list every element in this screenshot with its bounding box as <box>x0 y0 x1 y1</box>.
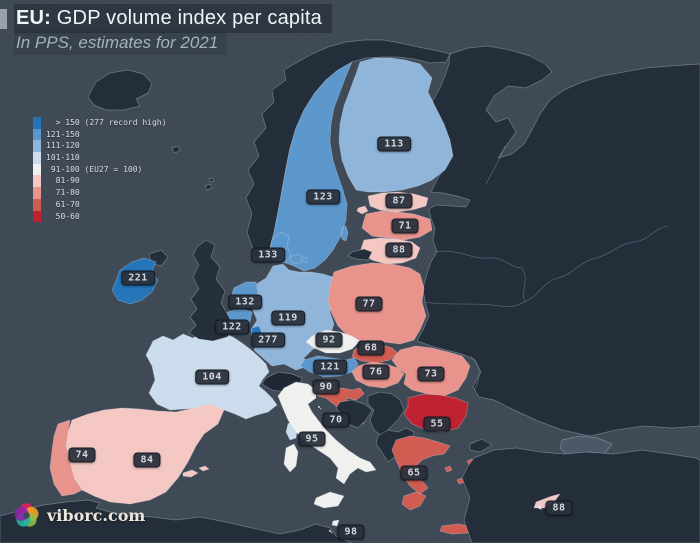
legend-swatch-5 <box>33 175 41 188</box>
legend-row-2: 111-120 <box>33 140 166 153</box>
region-uk <box>188 239 236 342</box>
legend-label-3: 101-110 <box>46 153 80 163</box>
legend-row-7: 61-70 <box>33 198 166 211</box>
watermark[interactable]: viborc.com <box>13 502 145 529</box>
legend-row-5: 81-90 <box>33 175 166 188</box>
legend-swatch-7 <box>33 198 41 211</box>
region-serbia <box>367 391 405 437</box>
title-prefix: EU: <box>16 7 52 29</box>
legend-row-6: 71-80 <box>33 187 166 199</box>
country-portugal <box>49 419 83 497</box>
legend-label-5: 81-90 <box>46 176 80 186</box>
internal-borders <box>422 145 669 391</box>
region-iceland <box>87 69 153 111</box>
legend-row-4: 91-100 (EU27 = 100) <box>33 163 166 176</box>
region-small-islands <box>171 145 215 191</box>
legend-label-6: 71-80 <box>46 188 80 198</box>
region-bosnia <box>335 399 373 429</box>
legend-swatch-2 <box>33 140 41 153</box>
watermark-text[interactable]: viborc.com <box>47 506 146 525</box>
legend-row-8: 50-60 <box>33 210 166 223</box>
region-turkey <box>461 447 700 543</box>
title-accent-bar <box>0 9 7 29</box>
legend-row-3: 101-110 <box>33 152 166 164</box>
legend-label-1: 121-150 <box>46 129 80 139</box>
legend: > 150 (277 record high) 121-150 111-120 101… <box>33 117 166 223</box>
viborc-logo-icon <box>14 503 39 527</box>
title-text: GDP volume index per capita <box>51 7 322 29</box>
legend-swatch-3 <box>33 152 41 164</box>
page-title: EU: GDP volume index per capita <box>14 4 332 33</box>
legend-label-7: 61-70 <box>46 199 80 209</box>
legend-swatch-6 <box>33 187 41 199</box>
country-finland <box>338 57 454 193</box>
country-bulgaria <box>403 393 469 433</box>
legend-swatch-4 <box>33 163 41 176</box>
region-russia-east <box>416 45 700 437</box>
legend-label-8: 50-60 <box>46 211 80 221</box>
region-turkey-eu <box>469 438 493 453</box>
legend-swatch-8 <box>33 210 41 223</box>
legend-label-0: > 150 (277 record high) <box>46 118 167 127</box>
legend-swatch-1 <box>33 128 41 141</box>
region-kaliningrad <box>347 248 373 261</box>
legend-swatch-0 <box>33 117 41 129</box>
country-malta <box>331 519 340 527</box>
legend-label-4: 91-100 (EU27 = 100) <box>46 164 143 174</box>
legend-row-1: 121-150 <box>33 128 166 141</box>
page-subtitle: In PPS, estimates for 2021 <box>14 31 227 55</box>
region-north-africa <box>0 499 353 543</box>
country-sweden <box>261 61 353 272</box>
legend-row-0: > 150 (277 record high) <box>33 117 166 129</box>
legend-label-2: 111-120 <box>46 141 80 151</box>
